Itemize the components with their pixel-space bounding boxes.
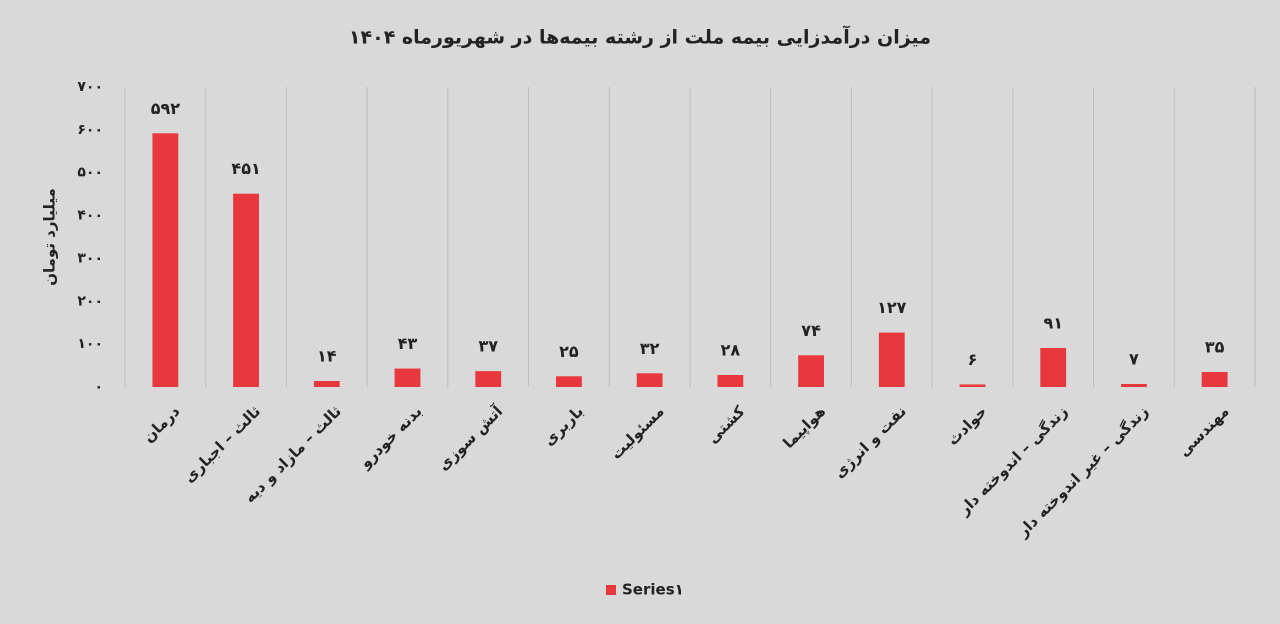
legend-label: Series۱ — [622, 581, 684, 599]
y-tick-label: ۴۰۰ — [77, 208, 103, 224]
data-label: ۵۹۲ — [151, 99, 181, 118]
bar — [233, 193, 259, 387]
y-tick-label: ۳۰۰ — [77, 250, 103, 266]
bar — [475, 371, 502, 387]
bar — [313, 381, 340, 387]
bar — [798, 355, 824, 387]
data-label: ۲۵ — [559, 342, 579, 361]
bar — [878, 332, 905, 387]
y-tick-label: ۶۰۰ — [77, 122, 103, 138]
bar — [717, 375, 744, 387]
data-label: ۱۲۷ — [877, 298, 907, 317]
data-label: ۳۲ — [640, 339, 660, 358]
y-tick-label: ۰ — [94, 379, 103, 395]
y-tick-label: ۱۰۰ — [77, 336, 103, 352]
data-label: ۳۵ — [1205, 338, 1225, 357]
data-label: ۴۳ — [398, 334, 418, 353]
bar — [1040, 348, 1067, 387]
data-label: ۶ — [968, 350, 978, 369]
chart-title: میزان درآمدزایی بیمه ملت از رشته بیمه‌ها… — [349, 25, 931, 49]
bar — [394, 368, 421, 387]
bar — [959, 384, 986, 387]
legend-swatch — [606, 585, 616, 595]
data-label: ۴۵۱ — [231, 159, 260, 178]
y-tick-label: ۵۰۰ — [77, 165, 103, 181]
data-label: ۲۸ — [721, 341, 741, 360]
data-label: ۱۴ — [317, 347, 337, 366]
data-label: ۷۴ — [801, 321, 821, 340]
bar — [1201, 372, 1228, 387]
y-tick-label: ۲۰۰ — [77, 293, 103, 309]
data-label: ۳۷ — [478, 337, 498, 356]
y-axis-label: میلیارد تومان — [41, 188, 59, 286]
bar — [152, 133, 179, 387]
y-tick-label: ۷۰۰ — [77, 79, 103, 95]
data-label: ۹۱ — [1043, 314, 1063, 333]
bar — [1121, 384, 1147, 387]
data-label: ۷ — [1129, 350, 1139, 369]
bar — [636, 373, 663, 387]
bar — [556, 376, 582, 387]
